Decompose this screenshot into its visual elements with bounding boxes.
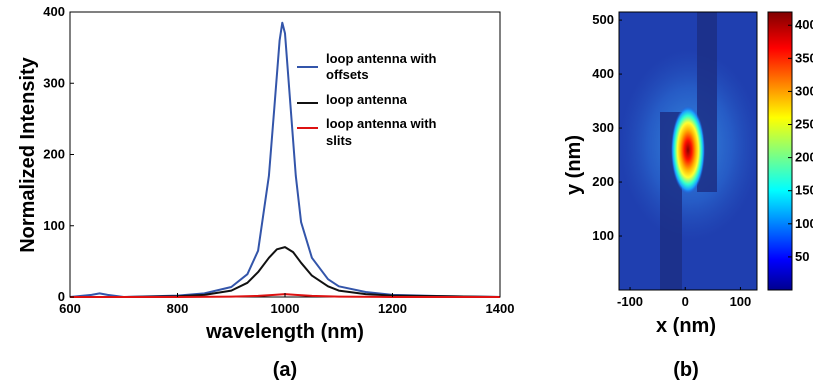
legend-label-loop: loop antenna: [326, 92, 408, 107]
field-map: -100 0 100 100 200 300 400 500 x (nm) y (nm) 5…: [563, 11, 813, 381]
legend: loop antenna with offsets loop antenna l…: [297, 51, 437, 148]
plot-area-b: [618, 11, 758, 291]
y-ticks: 0 100 200 300 400: [43, 4, 74, 304]
colorbar-tick-label: 50: [795, 249, 809, 264]
heatmap: [619, 12, 757, 290]
y-tick-label: 300: [43, 75, 65, 90]
colorbar-ticks: 50 100 150 200 250 300 350 400: [788, 17, 813, 264]
colorbar: [767, 11, 793, 291]
y-tick-label-b: 500: [592, 12, 614, 27]
x-tick-label-b: 0: [682, 294, 689, 309]
colorbar-tick-label: 300: [795, 83, 813, 98]
y-tick-label: 200: [43, 147, 65, 162]
x-tick-label: 1000: [271, 301, 300, 316]
colorbar-tick-label: 150: [795, 183, 813, 198]
y-tick-label-b: 200: [592, 174, 614, 189]
colorbar-tick-label: 400: [795, 17, 813, 32]
colorbar-tick-label: 350: [795, 50, 813, 65]
x-tick-label: 1200: [378, 301, 407, 316]
colorbar-tick-label: 100: [795, 216, 813, 231]
plot-area-a: [69, 11, 501, 298]
hotspot: [671, 106, 705, 194]
x-tick-label: 800: [167, 301, 189, 316]
legend-label-offsets-2: offsets: [326, 67, 369, 82]
y-ticks-b: 100 200 300 400 500: [592, 12, 622, 243]
x-axis-label-b: x (nm): [656, 315, 716, 337]
x-tick-label-b: -100: [617, 294, 643, 309]
y-axis-label-b: y (nm): [563, 135, 585, 195]
y-axis-label: Normalized Intensity: [17, 56, 39, 252]
y-tick-label-b: 300: [592, 120, 614, 135]
caption-a: (a): [273, 359, 297, 381]
x-tick-label: 600: [59, 301, 81, 316]
colorbar-tick-label: 200: [795, 150, 813, 165]
x-ticks-b: -100 0 100: [617, 287, 751, 309]
y-tick-label-b: 100: [592, 228, 614, 243]
legend-label-slits-2: slits: [326, 133, 352, 148]
y-tick-label: 400: [43, 4, 65, 19]
series-line-2: [70, 246, 501, 298]
y-tick-label: 0: [58, 289, 65, 304]
x-ticks: 600 800 1000 1200 1400: [59, 293, 514, 316]
caption-b: (b): [673, 359, 699, 381]
legend-label-offsets-1: loop antenna with: [326, 51, 437, 66]
x-axis-label: wavelength (nm): [205, 321, 364, 343]
y-tick-label-b: 400: [592, 66, 614, 81]
spectrum-chart: 600 800 1000 1200 1400 0 100 200 300 400 wavelen…: [17, 4, 514, 381]
legend-label-slits-1: loop antenna with: [326, 116, 437, 131]
colorbar-tick-label: 250: [795, 117, 813, 132]
x-tick-label-b: 100: [730, 294, 752, 309]
y-tick-label: 100: [43, 218, 65, 233]
x-tick-label: 1400: [486, 301, 515, 316]
